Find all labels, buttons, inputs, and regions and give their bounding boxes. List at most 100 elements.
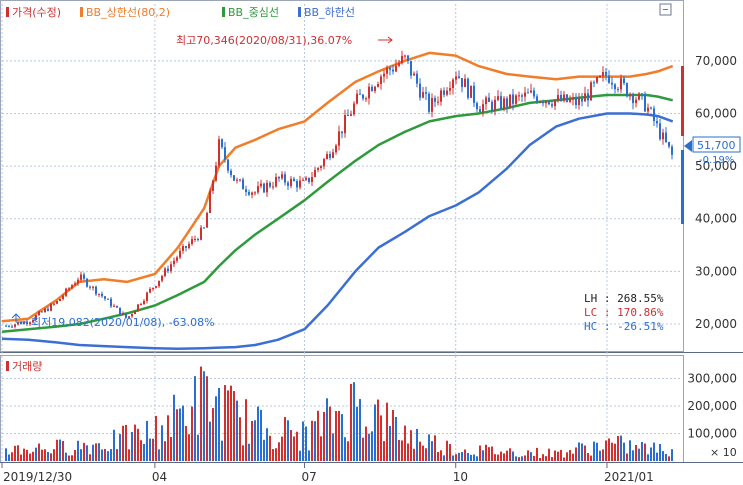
legend-middle-band[interactable]: BB_중심선 [228, 6, 279, 19]
current-price-marker: 51,700 -0.19% [684, 136, 741, 166]
volume-bar-down [257, 406, 259, 461]
volume-bar-up [566, 452, 568, 461]
volume-bar-up [422, 445, 424, 461]
volume-bar-down [461, 452, 463, 461]
candle-down [362, 94, 364, 99]
candle-up [602, 72, 604, 76]
candle-up [350, 114, 352, 116]
candle-up [200, 227, 202, 240]
volume-bar-up [140, 440, 142, 461]
candle-down [371, 86, 373, 92]
settings-icon[interactable] [659, 3, 672, 16]
candle-down [551, 104, 553, 107]
candle-up [545, 100, 547, 104]
candle-down [536, 96, 538, 103]
candle-down [329, 153, 331, 158]
candle-down [269, 182, 271, 187]
candle-down [284, 174, 286, 183]
volume-bar-up [239, 417, 241, 461]
candle-up [260, 183, 262, 187]
low-arrow-icon [11, 313, 28, 323]
legend-price[interactable]: 가격(수정) [12, 6, 61, 19]
candle-down [632, 94, 634, 104]
candle-up [80, 274, 82, 280]
volume-bar-up [278, 442, 280, 461]
lc-label: LC : 170.86% [584, 306, 664, 319]
volume-bar-up [554, 450, 556, 461]
volume-bar-down [161, 425, 163, 461]
volume-bar-down [107, 451, 109, 461]
volume-bar-down [266, 428, 268, 461]
candle-up [332, 152, 334, 158]
candle-up [452, 79, 454, 89]
volume-bar-down [194, 376, 196, 461]
volume-bar-up [167, 415, 169, 461]
volume-bar-down [638, 448, 640, 461]
candle-up [146, 292, 148, 302]
current-price: 51,700 [697, 139, 736, 152]
candle-down [224, 147, 226, 160]
candle-down [392, 69, 394, 72]
candle-up [164, 268, 166, 276]
price-y-tick: 30,000 [695, 264, 737, 278]
lh-label: LH : 268.55% [584, 292, 664, 305]
candle-up [38, 311, 40, 316]
volume-bar-down [236, 400, 238, 461]
volume-bar-down [308, 450, 310, 461]
candle-down [659, 123, 661, 140]
volume-bar-down [476, 456, 478, 461]
candle-up [584, 93, 586, 102]
legend-lower-band[interactable]: BB_하한선 [304, 5, 355, 19]
volume-bar-up [272, 449, 274, 461]
volume-bar-down [149, 438, 151, 461]
volume-bar-down [197, 434, 199, 461]
candle-up [44, 308, 46, 313]
volume-bar-down [443, 455, 445, 461]
volume-bar-down [371, 431, 373, 461]
volume-bar-up [335, 411, 337, 461]
volume-bar-down [260, 409, 262, 461]
volume-bar-up [509, 448, 511, 461]
volume-bar-down [254, 420, 256, 461]
candle-down [587, 93, 589, 101]
volume-bar-down [662, 451, 664, 461]
legend-swatch-price [6, 7, 9, 17]
volume-bar-up [536, 447, 538, 461]
candle-up [335, 145, 337, 153]
volume-bar-up [446, 440, 448, 461]
volume-bar-down [8, 454, 10, 461]
legend-upper-band[interactable]: BB_상한선(80,2) [86, 6, 170, 19]
candle-down [119, 307, 121, 315]
volume-bar-down [431, 441, 433, 461]
candle-down [425, 92, 427, 94]
volume-bar-up [212, 408, 214, 461]
volume-bar-up [455, 454, 457, 461]
candle-down [5, 325, 7, 327]
volume-bar-up [425, 448, 427, 461]
candle-down [278, 176, 280, 179]
price-y-tick: 20,000 [695, 317, 737, 331]
volume-bar-up [275, 448, 277, 461]
volume-bar-up [434, 435, 436, 461]
candle-up [209, 190, 211, 213]
candle-up [431, 97, 433, 112]
candle-up [218, 139, 220, 166]
volume-bar-down [59, 439, 61, 461]
candle-down [389, 67, 391, 70]
candle-up [137, 304, 139, 312]
volume-bar-up [95, 443, 97, 461]
candle-down [461, 78, 463, 88]
volume-bar-down [92, 444, 94, 461]
candle-down [548, 100, 550, 105]
volume-legend[interactable]: 거래량 [12, 360, 42, 373]
volume-bar-up [548, 448, 550, 461]
candle-up [530, 90, 532, 93]
volume-bar-up [26, 449, 28, 461]
candle-up [464, 78, 466, 88]
candle-up [422, 92, 424, 98]
volume-bar-up [23, 448, 25, 461]
candle-down [167, 268, 169, 272]
volume-bar-down [671, 449, 673, 461]
volume-bar-up [338, 410, 340, 461]
candle-down [83, 274, 85, 279]
